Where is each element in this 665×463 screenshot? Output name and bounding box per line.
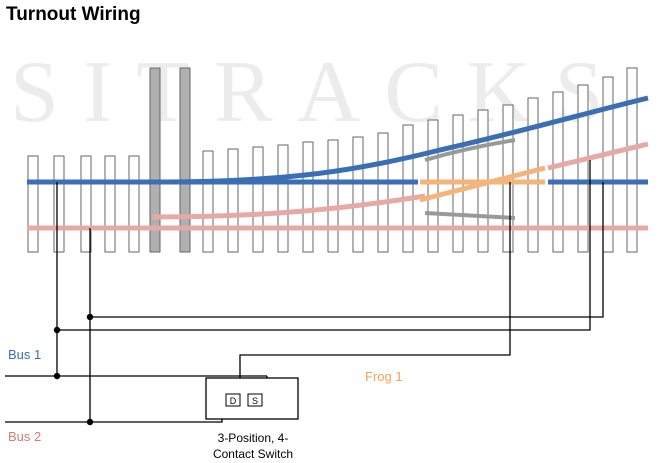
switch-caption: 3-Position, 4- Contact Switch [188, 430, 318, 462]
tie [149, 67, 161, 253]
tie [577, 84, 589, 253]
junction-dot [53, 326, 61, 334]
tie [377, 132, 389, 253]
tie [302, 141, 314, 253]
tie [626, 67, 638, 253]
tie [27, 155, 39, 253]
bus1-diverging-rail [154, 95, 649, 185]
tie [402, 124, 414, 253]
rails [27, 95, 649, 231]
bus1-label: Bus 1 [8, 347, 42, 362]
junction-dot [53, 372, 61, 380]
tie [252, 146, 264, 253]
frog-rail-diverging [419, 165, 546, 203]
tie [552, 91, 564, 253]
tie [53, 155, 65, 253]
switch-caption-line2: Contact Switch [212, 447, 294, 461]
junction-dot [86, 313, 94, 321]
tie [128, 155, 140, 253]
tie [602, 76, 614, 253]
tie [104, 155, 116, 253]
contact-d-box [225, 393, 241, 407]
point-rail-upper [424, 138, 516, 162]
wires [5, 160, 604, 423]
tie [80, 155, 92, 253]
feeder-bus2-right [90, 182, 604, 318]
page-title: Turnout Wiring [6, 4, 141, 25]
tie [202, 150, 214, 253]
tie [179, 67, 191, 253]
point-rail-lower [424, 211, 516, 220]
tie [527, 97, 539, 253]
tie [352, 136, 364, 253]
contact-d-label: D [230, 396, 237, 406]
feeder-bus1-right [57, 160, 591, 331]
toggle-switch: D S [205, 377, 299, 420]
track-ties [27, 67, 638, 253]
switch-caption-line1: 3-Position, 4- [217, 431, 289, 445]
tie [227, 148, 239, 253]
bus2-label: Bus 2 [8, 429, 42, 444]
frog-feeder [239, 182, 511, 386]
frog-label: Frog 1 [365, 369, 403, 384]
turnout-points [419, 138, 546, 220]
tie [277, 144, 289, 253]
tie [327, 139, 339, 253]
contact-s-label: S [252, 396, 258, 406]
junction-dot [86, 418, 94, 426]
bus2-diverging-rail [151, 193, 426, 220]
contact-s-box [247, 393, 263, 407]
tie [427, 119, 439, 253]
bus2-diverging-rail-right [547, 141, 649, 171]
